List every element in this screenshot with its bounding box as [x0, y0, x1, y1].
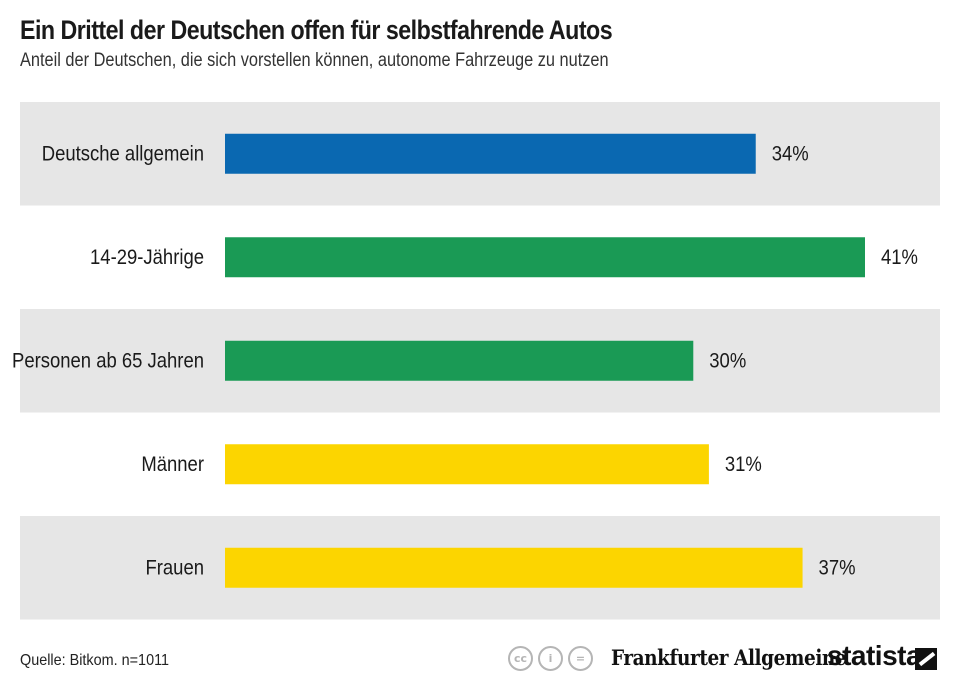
publisher-logo: Frankfurter Allgemeine [611, 645, 847, 670]
statista-mark-icon [915, 648, 937, 670]
category-label: Männer [141, 453, 204, 476]
value-label: 34% [772, 143, 809, 166]
statista-logo: statista [827, 640, 922, 671]
bar [225, 444, 709, 485]
value-label: 37% [819, 557, 856, 580]
bar-chart: Deutsche allgemein 34% 14-29-Jährige 41% Per… [12, 102, 940, 620]
value-label: 30% [709, 350, 746, 373]
value-label: 31% [725, 453, 762, 476]
chart-subtitle: Anteil der Deutschen, die sich vorstelle… [20, 50, 609, 71]
category-label: 14-29-Jährige [90, 246, 204, 269]
nd-icon: = [568, 646, 593, 671]
license-icons: cc i = [508, 646, 593, 671]
bar [225, 340, 694, 381]
bar [225, 237, 865, 278]
by-icon: i [538, 646, 563, 671]
value-label: 41% [881, 246, 918, 269]
category-label: Frauen [145, 557, 204, 580]
category-label: Deutsche allgemein [42, 143, 204, 166]
bar [225, 547, 803, 588]
cc-icon: cc [508, 646, 533, 671]
bar [225, 133, 756, 174]
category-label: Personen ab 65 Jahren [12, 350, 204, 373]
chart-title: Ein Drittel der Deutschen offen für selb… [20, 15, 613, 45]
source-note: Quelle: Bitkom. n=1011 [20, 652, 170, 669]
